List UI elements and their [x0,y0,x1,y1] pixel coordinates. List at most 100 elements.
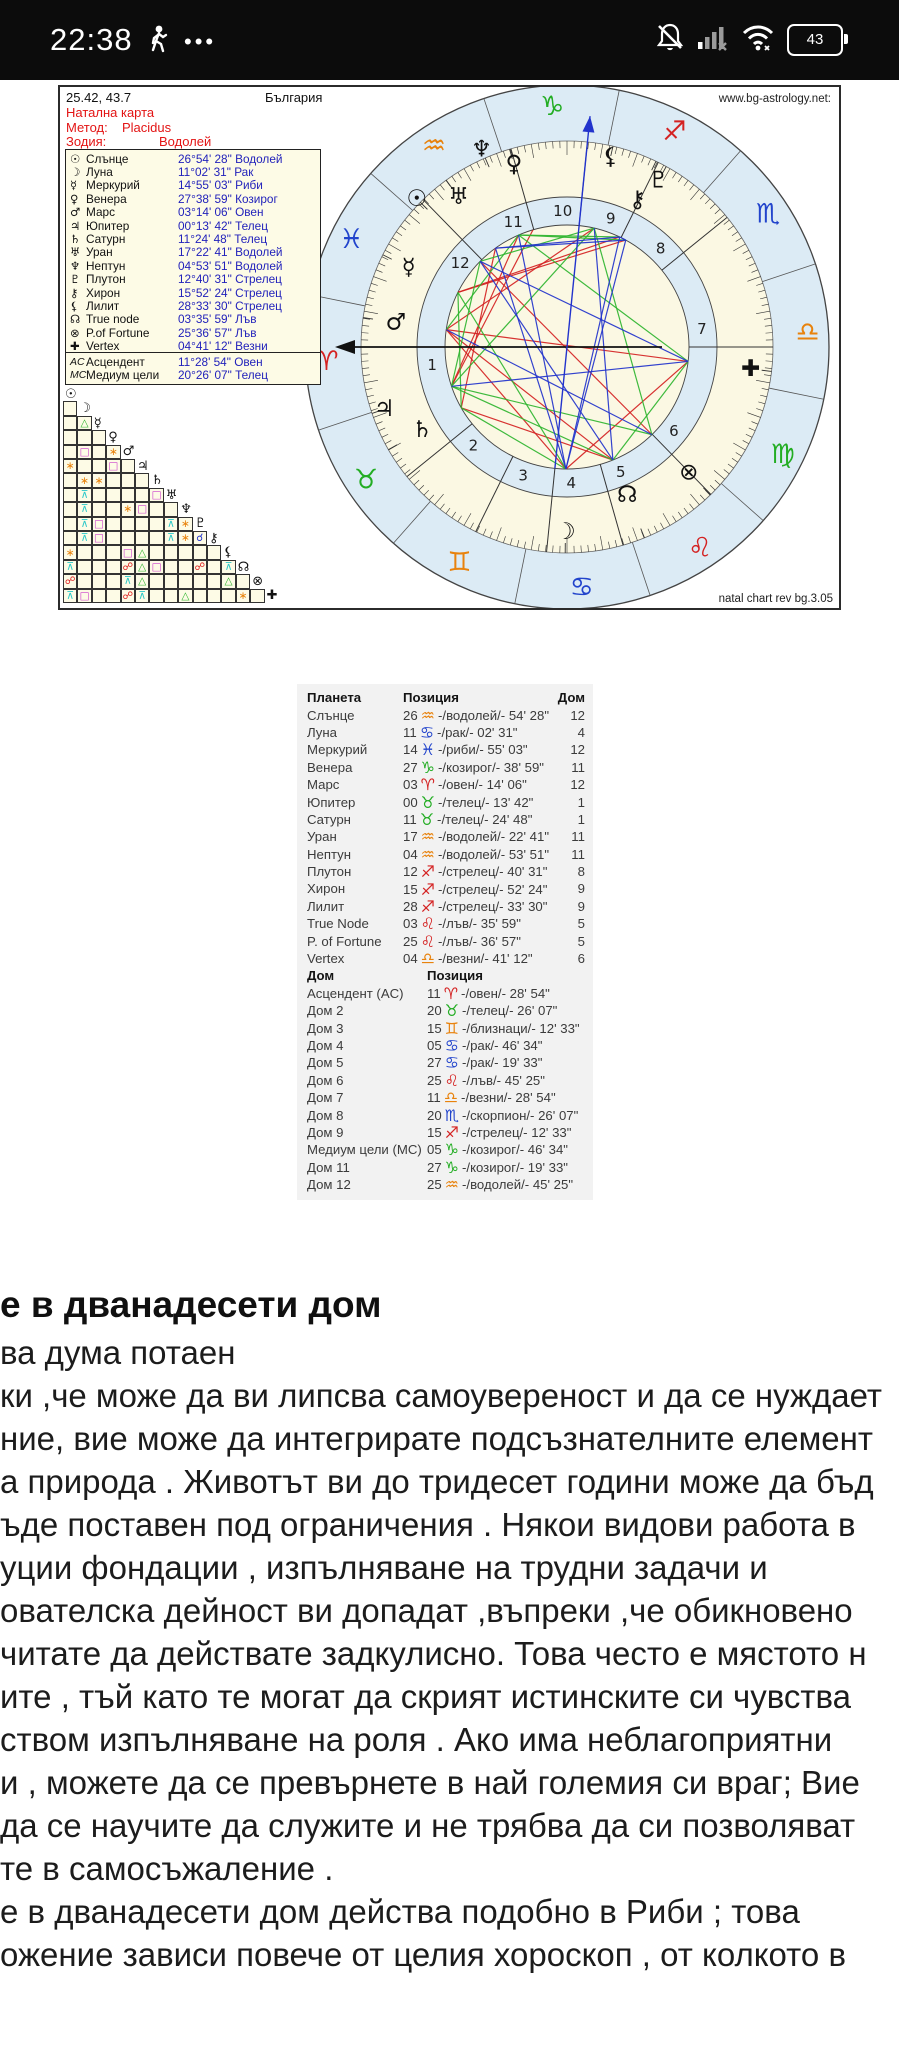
table-row: Нептун 04 ♒ -/водолей/- 53' 51" 11 [307,844,585,864]
aspect-cell: □ [91,516,107,531]
aspect-cell [135,473,150,488]
aspect-cell: □ [77,444,92,459]
pedometer-icon [148,24,170,59]
text-line: ъде поставен под ограничения . Някои вид… [0,1506,856,1543]
table-row: Дом Позиция [307,968,483,984]
aspect-cell [250,588,265,603]
list-item: ♂ Марс 03°14' 06" Овен [70,205,264,220]
list-item: ✚ Vertex 04°41' 12" Везни [70,339,268,354]
aspect-cell [163,574,179,589]
planet-glyph-icon: ☊ [237,559,250,575]
aspect-cell: ⊼ [163,531,179,546]
sign-glyph-icon: ♐ [420,896,436,916]
text-line: ки ,че може да ви липсва самоувереност и… [0,1377,882,1414]
list-item: ☊ True node 03°35' 59" Лъв [70,312,257,327]
svg-text:♐: ♐ [662,116,686,147]
svg-text:♋: ♋ [570,572,594,603]
aspect-cell: ∗ [77,473,92,488]
svg-text:⊗: ⊗ [679,460,698,486]
aspect-cell [106,473,121,488]
table-row: Vertex 04 ♎ -/везни/- 41' 12" 6 [307,949,585,969]
svg-text:♒: ♒ [422,131,446,162]
aspect-cell [149,574,164,589]
list-item: ♆ Нептун 04°53' 51" Водолей [70,258,283,273]
text-line: и , можете да се превърнете в най големи… [0,1764,860,1801]
table-row: Дом 7 11 ♎ -/везни/- 28' 54" [307,1088,556,1108]
list-item: AC Асцендент 11°28' 54" Овен [70,354,263,369]
sign-glyph-icon: ♐ [420,879,436,899]
aspect-cell [63,430,78,445]
sign-glyph-icon: ♒ [420,705,436,725]
svg-text:♍: ♍ [771,439,795,470]
clock: 22:38 [50,22,133,57]
aspect-cell [91,574,107,589]
angle-glyph-icon: MC [70,369,87,382]
more-notifications-icon: ••• [184,28,217,54]
sign-glyph-icon: ♑ [420,757,436,777]
aspect-cell [149,502,164,517]
aspect-cell: ⊼ [163,516,179,531]
table-row: Марс 03 ♈ -/овен/- 14' 06" 12 [307,775,585,795]
sign-glyph-icon: ♑ [444,1140,460,1160]
planet-glyph-icon: ♅ [70,245,81,260]
table-row: Дом 9 15 ♐ -/стрелец/- 12' 33" [307,1122,572,1142]
text-line: да се научите да служите и не трябва да … [0,1807,856,1844]
svg-text:♃: ♃ [374,396,395,422]
planet-glyph-icon: ♄ [151,473,164,489]
planet-glyph-icon: ♄ [70,232,81,247]
aspect-cell: △ [221,574,236,589]
aspect-cell [178,545,193,560]
text-line: ством изпълняване на роля . Ако има небл… [0,1721,833,1758]
aspect-cell [149,588,164,603]
aspect-cell: □ [149,559,164,575]
list-item: ♇ Плутон 12°40' 31" Стрелец [70,272,282,287]
sign-glyph-icon: ♈ [420,775,436,795]
svg-text:☊: ☊ [617,482,637,508]
aspect-cell [77,430,92,445]
planet-glyph-icon: ☊ [70,312,81,327]
aspect-cell [163,588,179,603]
sign-glyph-icon: ♒ [420,827,436,847]
svg-text:♉: ♉ [354,465,378,496]
aspect-cell [77,545,92,560]
svg-text:♑: ♑ [540,91,564,122]
aspect-cell [63,516,78,531]
svg-text:♊: ♊ [447,547,471,578]
text-line: ожение зависи повече от целия хороскоп ,… [0,1936,846,1973]
planet-glyph-icon: ✚ [70,339,80,354]
table-row: Уран 17 ♒ -/водолей/- 22' 41" 11 [307,827,585,847]
aspect-cell [77,574,92,589]
table-row: Медиум цели (MC) 05 ♑ -/козирог/- 46' 34" [307,1140,568,1160]
svg-text:☿: ☿ [402,255,416,281]
aspect-cell [120,459,135,474]
list-item: ⚷ Хирон 15°52' 24" Стрелец [70,285,282,300]
aspect-cell [63,502,78,517]
natal-chart-image[interactable]: 1 2 3 4 5 6 7 8 9 10 11 12 ☉ ☽ ☿ ♀ ♂ ♃ ♄ ♅ ♆ ♇ ⚷ ⚸ ☊ ⊗ ✚ ♈ ♉ ♊ ♋ ♌ ♍ ♎ ♏ ♐ ♑… [58,85,841,610]
table-row: Лилит 28 ♐ -/стрелец/- 33' 30" 9 [307,896,585,916]
svg-text:♏: ♏ [756,198,780,229]
planet-glyph-icon: ♆ [180,501,192,517]
sign-glyph-icon: ♑ [444,1157,460,1177]
text-line: а природа . Животът ви до тридесет годин… [0,1463,874,1500]
aspect-cell [178,574,193,589]
aspect-cell [106,531,121,546]
svg-text:♆: ♆ [471,137,492,163]
aspect-cell: △ [135,574,150,589]
sign-glyph-icon: ♋ [444,1036,460,1056]
sign-glyph-icon: ♊ [444,1018,460,1038]
aspect-cell [149,531,164,546]
svg-text:2: 2 [469,437,479,455]
list-item: ☉ Слънце 26°54' 28" Водолей [70,151,283,166]
chart-zodiac: Водолей [159,134,212,150]
table-row: True Node 03 ♌ -/лъв/- 35' 59" 5 [307,914,585,934]
text-line: читате да действате задкулисно. Това чес… [0,1635,867,1672]
table-row: Слънце 26 ♒ -/водолей/- 54' 28" 12 [307,705,585,725]
aspect-cell: ⊼ [77,502,92,517]
aspect-cell [77,459,92,474]
svg-text:9: 9 [606,209,616,227]
svg-text:5: 5 [616,463,626,481]
mute-icon [655,22,685,57]
svg-text:♀: ♀ [506,152,523,178]
aspect-cell [106,516,121,531]
